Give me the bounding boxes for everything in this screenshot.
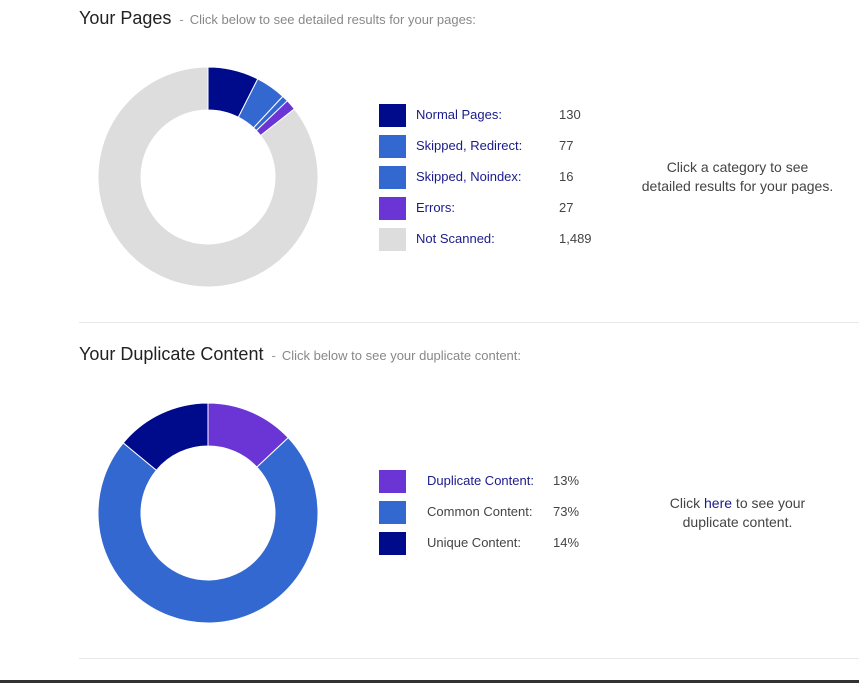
pages-header: Your Pages - Click below to see detailed r… — [79, 8, 476, 29]
duplicate-section: Your Duplicate Content - Click below to se… — [0, 323, 859, 659]
pages-slice-not-scanned[interactable] — [97, 66, 319, 288]
legend-label-unique-content: Unique Content: — [427, 535, 521, 550]
duplicate-slice-common-content[interactable] — [97, 436, 319, 624]
pages-donut-chart[interactable] — [97, 66, 319, 288]
legend-value-duplicate-content: 13% — [553, 473, 580, 488]
legend-value-unique-content: 14% — [553, 535, 580, 550]
duplicate-note-suffix: to see your — [732, 495, 806, 511]
duplicate-subtitle: Click below to see your duplicate conten… — [281, 348, 521, 363]
pages-note-line2: detailed results for your pages. — [641, 178, 834, 194]
legend-value-skipped-noindex: 16 — [559, 169, 574, 184]
swatch-not-scanned[interactable] — [379, 228, 406, 251]
swatch-skipped-redirect[interactable] — [379, 135, 406, 158]
swatch-normal-pages[interactable] — [379, 104, 406, 127]
pages-note-line1: Click a category to see — [666, 159, 809, 175]
pages-section: Your Pages - Click below to see detailed r… — [0, 0, 859, 323]
legend-label-skipped-noindex[interactable]: Skipped, Noindex: — [416, 169, 522, 184]
swatch-duplicate-content[interactable] — [379, 470, 406, 493]
duplicate-side-note: Click here to see your duplicate content… — [625, 494, 850, 532]
swatch-unique-content — [379, 532, 406, 555]
swatch-common-content — [379, 501, 406, 524]
duplicate-divider — [79, 658, 859, 659]
duplicate-title: Your Duplicate Content — [79, 344, 264, 364]
legend-value-errors: 27 — [559, 200, 574, 215]
legend-value-skipped-redirect: 77 — [559, 138, 574, 153]
legend-label-normal-pages[interactable]: Normal Pages: — [416, 107, 502, 122]
legend-label-skipped-redirect[interactable]: Skipped, Redirect: — [416, 138, 523, 153]
pages-subtitle: Click below to see detailed results for … — [189, 12, 476, 27]
pages-title: Your Pages — [79, 8, 172, 28]
swatch-skipped-noindex[interactable] — [379, 166, 406, 189]
legend-value-common-content: 73% — [553, 504, 580, 519]
pages-side-note: Click a category to see detailed results… — [625, 158, 850, 196]
duplicate-separator: - — [271, 348, 276, 363]
legend-label-errors[interactable]: Errors: — [416, 200, 455, 215]
pages-divider — [79, 322, 859, 323]
swatch-errors[interactable] — [379, 197, 406, 220]
duplicate-note-prefix: Click — [669, 495, 705, 511]
legend-label-duplicate-content[interactable]: Duplicate Content: — [427, 473, 534, 488]
bottom-bar — [0, 680, 859, 683]
pages-separator: - — [179, 12, 184, 27]
here-link[interactable]: here — [704, 495, 733, 511]
duplicate-note-line1: Click here to see your — [625, 494, 850, 513]
legend-value-normal-pages: 130 — [559, 107, 581, 122]
legend-label-not-scanned[interactable]: Not Scanned: — [416, 231, 495, 246]
duplicate-donut-chart[interactable] — [97, 402, 319, 624]
legend-label-common-content: Common Content: — [427, 504, 533, 519]
duplicate-note-line2: duplicate content. — [682, 514, 793, 530]
duplicate-header: Your Duplicate Content - Click below to se… — [79, 344, 521, 365]
duplicate-slice-unique-content[interactable] — [122, 402, 209, 471]
legend-value-not-scanned: 1,489 — [559, 231, 592, 246]
